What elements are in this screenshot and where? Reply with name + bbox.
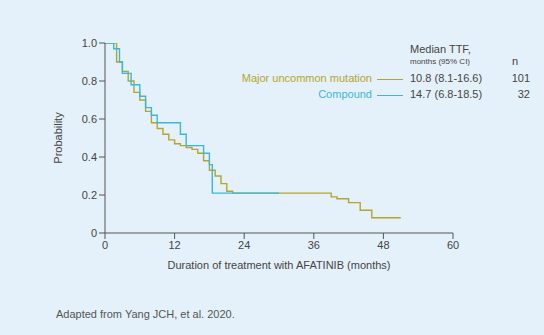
svg-text:0: 0: [102, 239, 108, 251]
html-text:Compound: Compound: [318, 88, 372, 100]
svg-text:48: 48: [377, 239, 389, 251]
svg-text:60: 60: [447, 239, 459, 251]
svg-text:1.0: 1.0: [82, 37, 97, 49]
html-text:n: n: [512, 55, 519, 67]
svg-text:0.4: 0.4: [82, 151, 97, 163]
svg-text:12: 12: [168, 239, 180, 251]
svg-text:Duration of treatment with AFA: Duration of treatment with AFATINIB (mon…: [168, 259, 391, 271]
html-text:32: 32: [517, 88, 530, 100]
svg-text:Probability: Probability: [52, 112, 64, 164]
html-text:Median TTF,: Median TTF,: [410, 43, 471, 55]
svg-text:24: 24: [238, 239, 250, 251]
html-text:months (95% CI): months (95% CI): [410, 57, 470, 66]
html-text:Adapted from Yang JCH, et al.: Adapted from Yang JCH, et al. 2020.: [56, 308, 235, 320]
html-text:14.7 (6.8-18.5): 14.7 (6.8-18.5): [410, 88, 483, 100]
svg-text:0.2: 0.2: [82, 189, 97, 201]
svg-text:0.8: 0.8: [82, 75, 97, 87]
svg-text:36: 36: [308, 239, 320, 251]
svg-text:0: 0: [91, 227, 97, 239]
svg-text:0.6: 0.6: [82, 113, 97, 125]
html-text:10.8 (8.1-16.6): 10.8 (8.1-16.6): [410, 72, 483, 84]
html-text:101: 101: [511, 72, 530, 84]
html-text:Major uncommon mutation: Major uncommon mutation: [241, 72, 372, 84]
